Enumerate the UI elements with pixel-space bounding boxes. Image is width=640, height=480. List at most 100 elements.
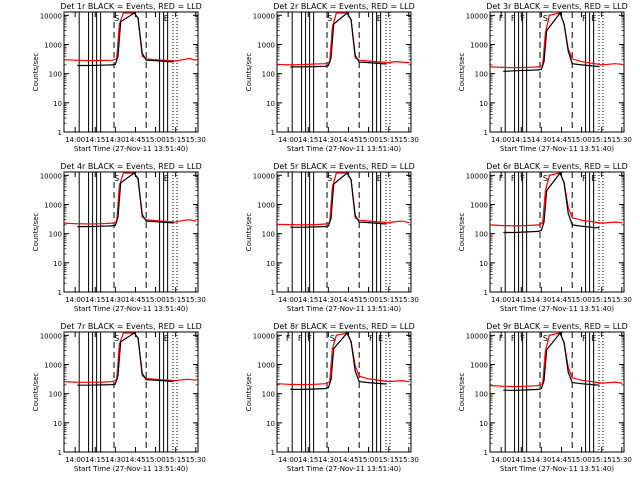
lld-point xyxy=(571,377,573,379)
y-tick-label: 1000 xyxy=(44,41,62,49)
chart-panel-4: Det 4r BLACK = Events, RED = LLD 1 10 100 10… xyxy=(32,162,206,313)
x-tick-label: 15:15 xyxy=(592,136,612,144)
x-tick-label: 14:30 xyxy=(105,456,125,464)
y-tick-label: 1 xyxy=(58,129,62,137)
lld-point xyxy=(607,63,609,65)
events-point xyxy=(290,226,292,228)
lld-point xyxy=(175,221,177,223)
y-tick-label: 1 xyxy=(271,449,275,457)
lld-point xyxy=(331,186,333,188)
lld-point xyxy=(325,63,327,65)
x-tick-label: 15:30 xyxy=(186,296,206,304)
events-point xyxy=(503,231,505,234)
lld-point xyxy=(621,382,623,384)
events-point xyxy=(346,332,348,334)
y-tick-label: 10000 xyxy=(253,332,275,340)
lld-point xyxy=(601,64,603,66)
events-point xyxy=(354,54,356,57)
lld-point xyxy=(614,381,616,383)
lld-point xyxy=(401,61,403,63)
flag-label: F xyxy=(511,334,516,343)
x-tick-label: 15:15 xyxy=(379,136,399,144)
events-point xyxy=(527,231,529,233)
events-point xyxy=(580,383,583,385)
events-point xyxy=(141,214,143,216)
y-tick-label: 1000 xyxy=(257,41,275,49)
lld-point xyxy=(408,61,410,64)
flag-label: S xyxy=(327,14,332,23)
y-tick-label: 10 xyxy=(479,260,488,268)
events-point xyxy=(567,50,569,52)
events-point xyxy=(120,341,122,343)
flag-label: S xyxy=(330,334,335,343)
lld-point xyxy=(154,220,157,222)
flag-label: E xyxy=(377,174,382,183)
chart-title: Det 1r BLACK = Events, RED = LLD xyxy=(60,2,202,11)
events-point xyxy=(137,337,139,339)
lld-point xyxy=(594,221,596,223)
events-point xyxy=(367,61,370,64)
events-point xyxy=(358,221,360,223)
events-point xyxy=(300,226,303,228)
events-point xyxy=(563,23,565,25)
lld-point xyxy=(408,221,410,224)
events-point xyxy=(327,64,329,67)
flag-label: F xyxy=(286,334,291,343)
events-point xyxy=(314,388,316,390)
events-point xyxy=(367,381,370,384)
events-point xyxy=(559,172,561,174)
y-tick-label: 10 xyxy=(53,420,62,428)
lld-point xyxy=(175,380,177,382)
flag-label: F xyxy=(582,174,587,183)
lld-point xyxy=(87,381,90,383)
flag-label: E xyxy=(377,14,382,23)
x-tick-label: 14:45 xyxy=(338,456,358,464)
flag-label: S xyxy=(114,334,119,343)
lld-point xyxy=(195,379,197,381)
events-point xyxy=(580,64,583,66)
lld-point xyxy=(335,12,338,14)
y-tick-label: 100 xyxy=(49,71,62,79)
events-point xyxy=(117,216,119,218)
y-tick-label: 10 xyxy=(266,420,275,428)
x-axis-label: Start Time (27-Nov-11 13:51:40) xyxy=(74,465,188,473)
chart-title: Det 6r BLACK = Events, RED = LLD xyxy=(486,162,628,171)
events-point xyxy=(385,63,387,65)
y-axis-label: Counts/sec xyxy=(32,213,40,252)
events-point xyxy=(346,172,348,174)
lld-point xyxy=(614,63,616,65)
x-tick-label: 14:45 xyxy=(551,296,571,304)
y-tick-label: 100 xyxy=(475,231,488,239)
events-point xyxy=(374,222,376,224)
lld-point xyxy=(571,217,573,219)
chart-title: Det 7r BLACK = Events, RED = LLD xyxy=(60,322,202,331)
lld-point xyxy=(335,172,338,174)
lld-point xyxy=(358,375,360,377)
lld-point xyxy=(621,221,623,224)
plot-frame xyxy=(63,11,199,133)
lld-point xyxy=(195,59,197,61)
lld-point xyxy=(331,26,333,28)
x-axis-label: Start Time (27-Nov-11 13:51:40) xyxy=(287,305,401,313)
events-point xyxy=(325,225,327,228)
x-tick-label: 14:00 xyxy=(65,136,85,144)
events-point xyxy=(598,65,600,68)
x-tick-label: 14:30 xyxy=(318,136,338,144)
flag-label: F xyxy=(520,14,525,23)
chart-title: Det 9r BLACK = Events, RED = LLD xyxy=(486,322,628,331)
x-tick-label: 14:15 xyxy=(511,456,531,464)
flag-label: F xyxy=(511,174,516,183)
lld-point xyxy=(101,381,103,383)
events-point xyxy=(300,66,303,68)
x-tick-label: 15:00 xyxy=(571,456,591,464)
events-point xyxy=(133,12,135,14)
x-tick-label: 14:15 xyxy=(85,456,105,464)
y-tick-label: 100 xyxy=(475,391,488,399)
lld-point xyxy=(300,224,303,226)
events-point xyxy=(381,223,383,225)
lld-point xyxy=(141,55,143,57)
x-axis-label: Start Time (27-Nov-11 13:51:40) xyxy=(500,465,614,473)
lld-point xyxy=(141,216,143,218)
events-point xyxy=(161,380,163,382)
lld-point xyxy=(621,63,623,65)
